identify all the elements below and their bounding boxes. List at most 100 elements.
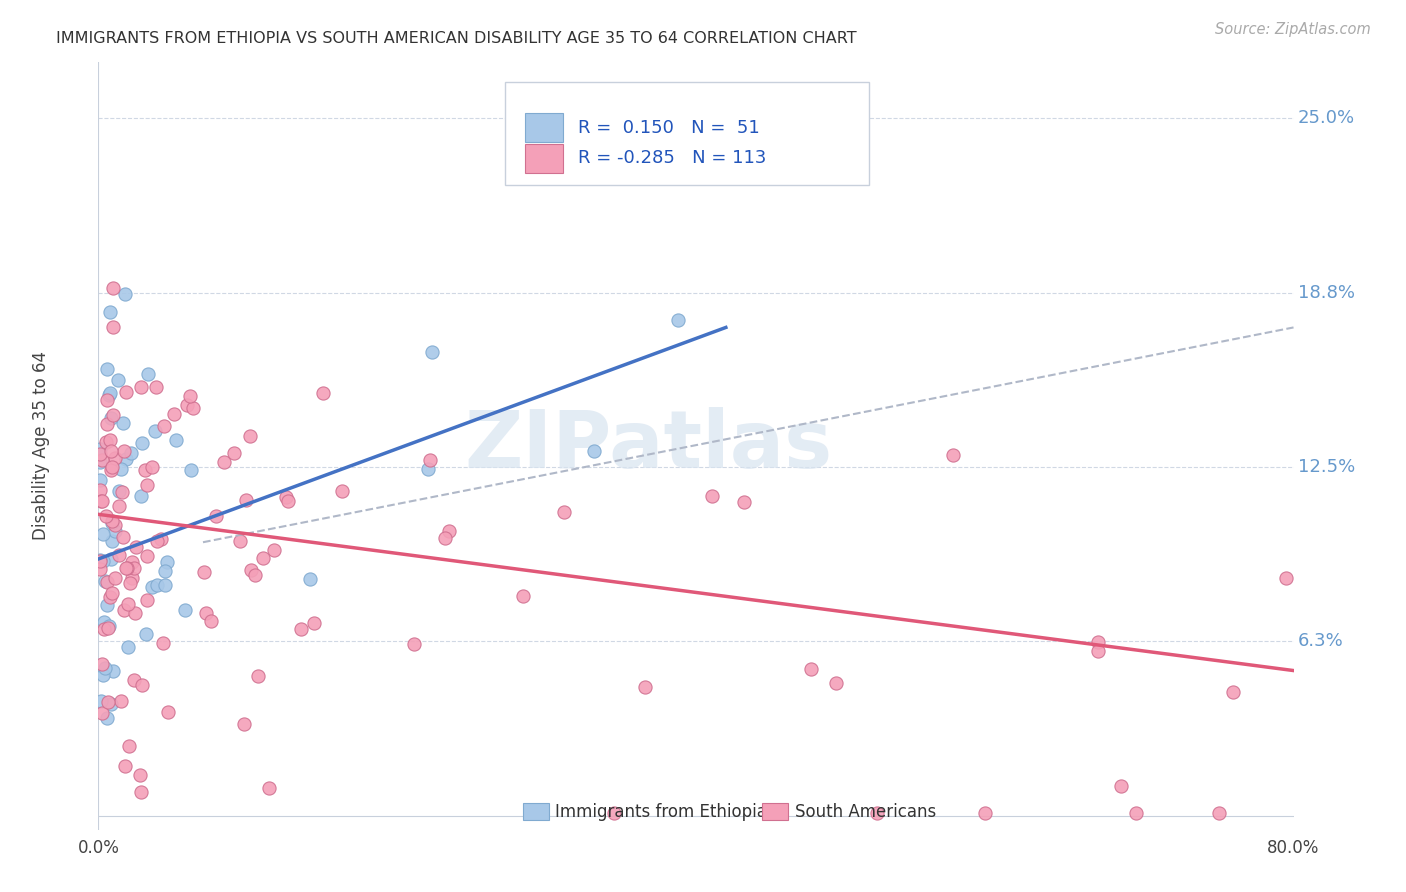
Point [274, 491, 297, 505]
Text: 12.5%: 12.5% [1298, 458, 1355, 476]
Point [156, 555, 179, 569]
Point [96, 361, 118, 376]
Point [434, 532, 457, 546]
Point [942, 448, 965, 462]
Point [90, 694, 112, 708]
Point [98, 619, 121, 633]
Point [108, 548, 131, 562]
Point [239, 564, 262, 578]
Point [89, 554, 111, 568]
Point [263, 542, 285, 557]
Point [96, 392, 118, 407]
Point [111, 484, 134, 499]
Point [110, 694, 132, 708]
Point [129, 380, 152, 394]
Point [117, 597, 139, 611]
Point [122, 561, 145, 575]
Point [153, 565, 176, 579]
Point [115, 561, 138, 575]
Point [583, 444, 606, 458]
Point [193, 565, 215, 579]
Point [183, 401, 205, 416]
Point [222, 446, 245, 460]
Point [115, 561, 138, 575]
Point [100, 433, 122, 447]
Point [603, 805, 626, 820]
Point [312, 385, 335, 400]
Text: 25.0%: 25.0% [1298, 109, 1355, 128]
Point [96, 575, 118, 590]
Text: R = -0.285   N = 113: R = -0.285 N = 113 [578, 149, 766, 168]
Point [141, 459, 163, 474]
Point [91, 554, 114, 568]
Point [131, 489, 153, 503]
Point [165, 433, 187, 447]
Point [101, 320, 124, 334]
Point [1208, 805, 1230, 820]
Point [131, 435, 153, 450]
Point [135, 627, 157, 641]
Point [136, 592, 159, 607]
Point [100, 552, 122, 566]
Point [96, 711, 118, 725]
Point [212, 455, 235, 469]
Point [131, 678, 153, 692]
Point [245, 568, 267, 582]
Point [128, 767, 150, 781]
Text: Disability Age 35 to 64: Disability Age 35 to 64 [32, 351, 51, 541]
Bar [524, 144, 564, 173]
Text: R =  0.150   N =  51: R = 0.150 N = 51 [578, 119, 759, 136]
Point [100, 698, 122, 712]
Point [277, 494, 299, 508]
Point [1111, 779, 1133, 793]
Point [118, 576, 141, 591]
Point [100, 444, 122, 458]
Point [104, 571, 127, 585]
Point [89, 442, 111, 456]
Point [146, 578, 169, 592]
Point [104, 524, 127, 539]
Point [89, 455, 111, 469]
Point [180, 462, 202, 476]
Point [145, 380, 167, 394]
Point [136, 478, 159, 492]
Point [91, 494, 114, 508]
Point [110, 461, 132, 475]
Point [96, 417, 118, 431]
Point [96, 598, 118, 612]
Point [100, 586, 122, 600]
Point [114, 759, 136, 773]
Point [1087, 644, 1109, 658]
Point [229, 534, 252, 549]
Point [101, 514, 124, 528]
Point [422, 344, 444, 359]
Point [257, 780, 280, 795]
Point [298, 572, 321, 586]
Point [512, 589, 534, 603]
Point [825, 675, 848, 690]
Point [93, 622, 115, 636]
Point [179, 389, 201, 403]
Point [290, 622, 312, 636]
Point [112, 444, 135, 458]
Point [93, 574, 115, 588]
Point [121, 570, 143, 584]
Point [104, 451, 127, 466]
Point [136, 549, 159, 563]
Point [91, 668, 114, 682]
Point [194, 606, 217, 620]
Point [91, 526, 114, 541]
Point [89, 447, 111, 461]
Point [330, 483, 353, 498]
Point [107, 373, 129, 387]
Point [134, 463, 156, 477]
Point [866, 805, 889, 820]
Point [100, 590, 122, 604]
Point [112, 416, 135, 430]
Point [800, 662, 823, 676]
Point [1125, 805, 1147, 820]
Point [173, 603, 195, 617]
Point [114, 286, 136, 301]
Point [136, 367, 159, 381]
Point [111, 530, 134, 544]
